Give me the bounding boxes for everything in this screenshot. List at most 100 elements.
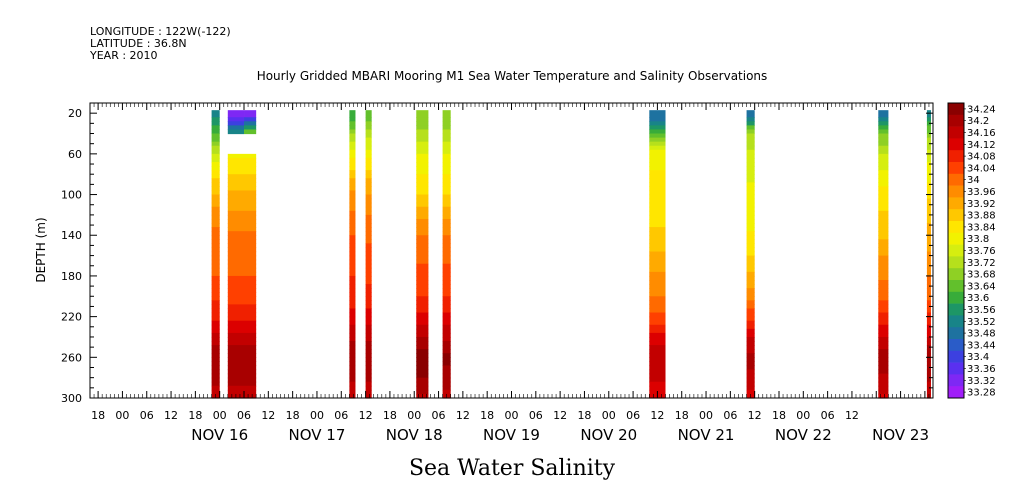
y-tick-label: 100 bbox=[61, 189, 82, 202]
salinity-cell bbox=[878, 223, 889, 228]
salinity-cell bbox=[365, 312, 372, 318]
salinity-cell bbox=[349, 243, 356, 249]
salinity-cell bbox=[746, 324, 755, 330]
salinity-cell bbox=[442, 186, 451, 192]
salinity-cell bbox=[416, 377, 429, 383]
x-hour-label: 06 bbox=[140, 409, 154, 422]
salinity-cell bbox=[211, 239, 220, 244]
x-hour-label: 00 bbox=[796, 409, 810, 422]
salinity-cell bbox=[649, 125, 666, 131]
salinity-cell bbox=[442, 280, 451, 285]
salinity-cell bbox=[649, 288, 666, 293]
salinity-cell bbox=[349, 292, 356, 297]
salinity-cell bbox=[211, 288, 220, 293]
salinity-cell bbox=[746, 267, 755, 273]
colorbar-label: 33.32 bbox=[967, 376, 996, 387]
salinity-cell bbox=[649, 341, 666, 346]
salinity-cell bbox=[442, 231, 451, 236]
salinity-cell bbox=[442, 365, 451, 371]
salinity-cell bbox=[746, 336, 755, 342]
salinity-cell bbox=[227, 255, 257, 261]
y-tick-label: 180 bbox=[61, 270, 82, 283]
salinity-cell bbox=[365, 336, 372, 342]
colorbar-label: 33.88 bbox=[967, 211, 996, 222]
salinity-cell bbox=[442, 288, 451, 293]
salinity-cell bbox=[227, 235, 257, 240]
salinity-cell bbox=[926, 129, 931, 135]
salinity-cell bbox=[926, 235, 931, 240]
salinity-cell bbox=[878, 129, 889, 135]
salinity-cell bbox=[211, 235, 220, 240]
salinity-cell bbox=[649, 231, 666, 236]
salinity-cell bbox=[416, 263, 429, 269]
salinity-cell bbox=[442, 153, 451, 159]
salinity-cell bbox=[227, 361, 257, 367]
salinity-cell bbox=[365, 157, 372, 163]
salinity-cell bbox=[649, 259, 666, 265]
salinity-cell bbox=[926, 170, 931, 175]
colorbar-swatch bbox=[948, 209, 964, 222]
salinity-cell bbox=[211, 292, 220, 297]
y-tick-label: 220 bbox=[61, 311, 82, 324]
salinity-cell bbox=[416, 389, 429, 395]
salinity-cell bbox=[926, 210, 931, 216]
salinity-cell bbox=[365, 145, 372, 151]
salinity-cell bbox=[442, 202, 451, 208]
salinity-cell bbox=[365, 182, 372, 188]
salinity-cell bbox=[442, 336, 451, 342]
salinity-cell bbox=[365, 194, 372, 200]
salinity-cell bbox=[926, 206, 931, 212]
salinity-cell bbox=[227, 157, 257, 163]
salinity-cell bbox=[442, 255, 451, 261]
salinity-cell bbox=[442, 178, 451, 183]
salinity-cell bbox=[349, 349, 356, 354]
salinity-cell bbox=[365, 288, 372, 293]
salinity-cell bbox=[211, 166, 220, 171]
salinity-cell bbox=[365, 328, 372, 334]
salinity-cell bbox=[416, 125, 429, 131]
colorbar-swatch bbox=[948, 256, 964, 269]
colorbar-label: 33.56 bbox=[967, 305, 996, 316]
salinity-cell bbox=[649, 247, 666, 253]
x-hour-label: 12 bbox=[553, 409, 567, 422]
salinity-cell bbox=[926, 336, 931, 342]
salinity-cell bbox=[746, 341, 755, 346]
salinity-cell bbox=[365, 316, 372, 322]
salinity-cell bbox=[746, 231, 755, 236]
salinity-cell bbox=[878, 320, 889, 326]
salinity-cell bbox=[211, 121, 220, 126]
salinity-cell bbox=[746, 129, 755, 135]
salinity-cell bbox=[365, 153, 372, 159]
colorbar-swatch bbox=[948, 232, 964, 245]
salinity-cell bbox=[649, 227, 666, 232]
salinity-cell bbox=[878, 275, 889, 281]
salinity-cell bbox=[926, 194, 931, 200]
salinity-cell bbox=[649, 300, 666, 306]
salinity-cell bbox=[365, 357, 372, 362]
salinity-cell bbox=[211, 336, 220, 342]
salinity-cell bbox=[649, 210, 666, 216]
salinity-cell bbox=[211, 255, 220, 261]
salinity-cell bbox=[416, 332, 429, 338]
salinity-cell bbox=[211, 174, 220, 179]
salinity-cell bbox=[227, 292, 257, 297]
salinity-cell bbox=[649, 275, 666, 281]
salinity-cell bbox=[878, 125, 889, 131]
salinity-cell bbox=[365, 227, 372, 232]
y-tick-label: 60 bbox=[68, 148, 82, 161]
salinity-cell bbox=[416, 121, 429, 126]
salinity-cell bbox=[416, 117, 429, 122]
salinity-cell bbox=[211, 353, 220, 358]
x-hour-label: 06 bbox=[334, 409, 348, 422]
salinity-cell bbox=[649, 292, 666, 297]
salinity-cell bbox=[416, 198, 429, 204]
salinity-cell bbox=[227, 381, 257, 387]
salinity-cell bbox=[365, 381, 372, 387]
salinity-cell bbox=[878, 251, 889, 257]
y-tick-label: 300 bbox=[61, 392, 82, 405]
colorbar-swatch bbox=[948, 280, 964, 293]
salinity-cell bbox=[227, 214, 257, 220]
x-hour-label: 00 bbox=[699, 409, 713, 422]
salinity-cell bbox=[349, 186, 356, 192]
salinity-cell bbox=[926, 137, 931, 143]
